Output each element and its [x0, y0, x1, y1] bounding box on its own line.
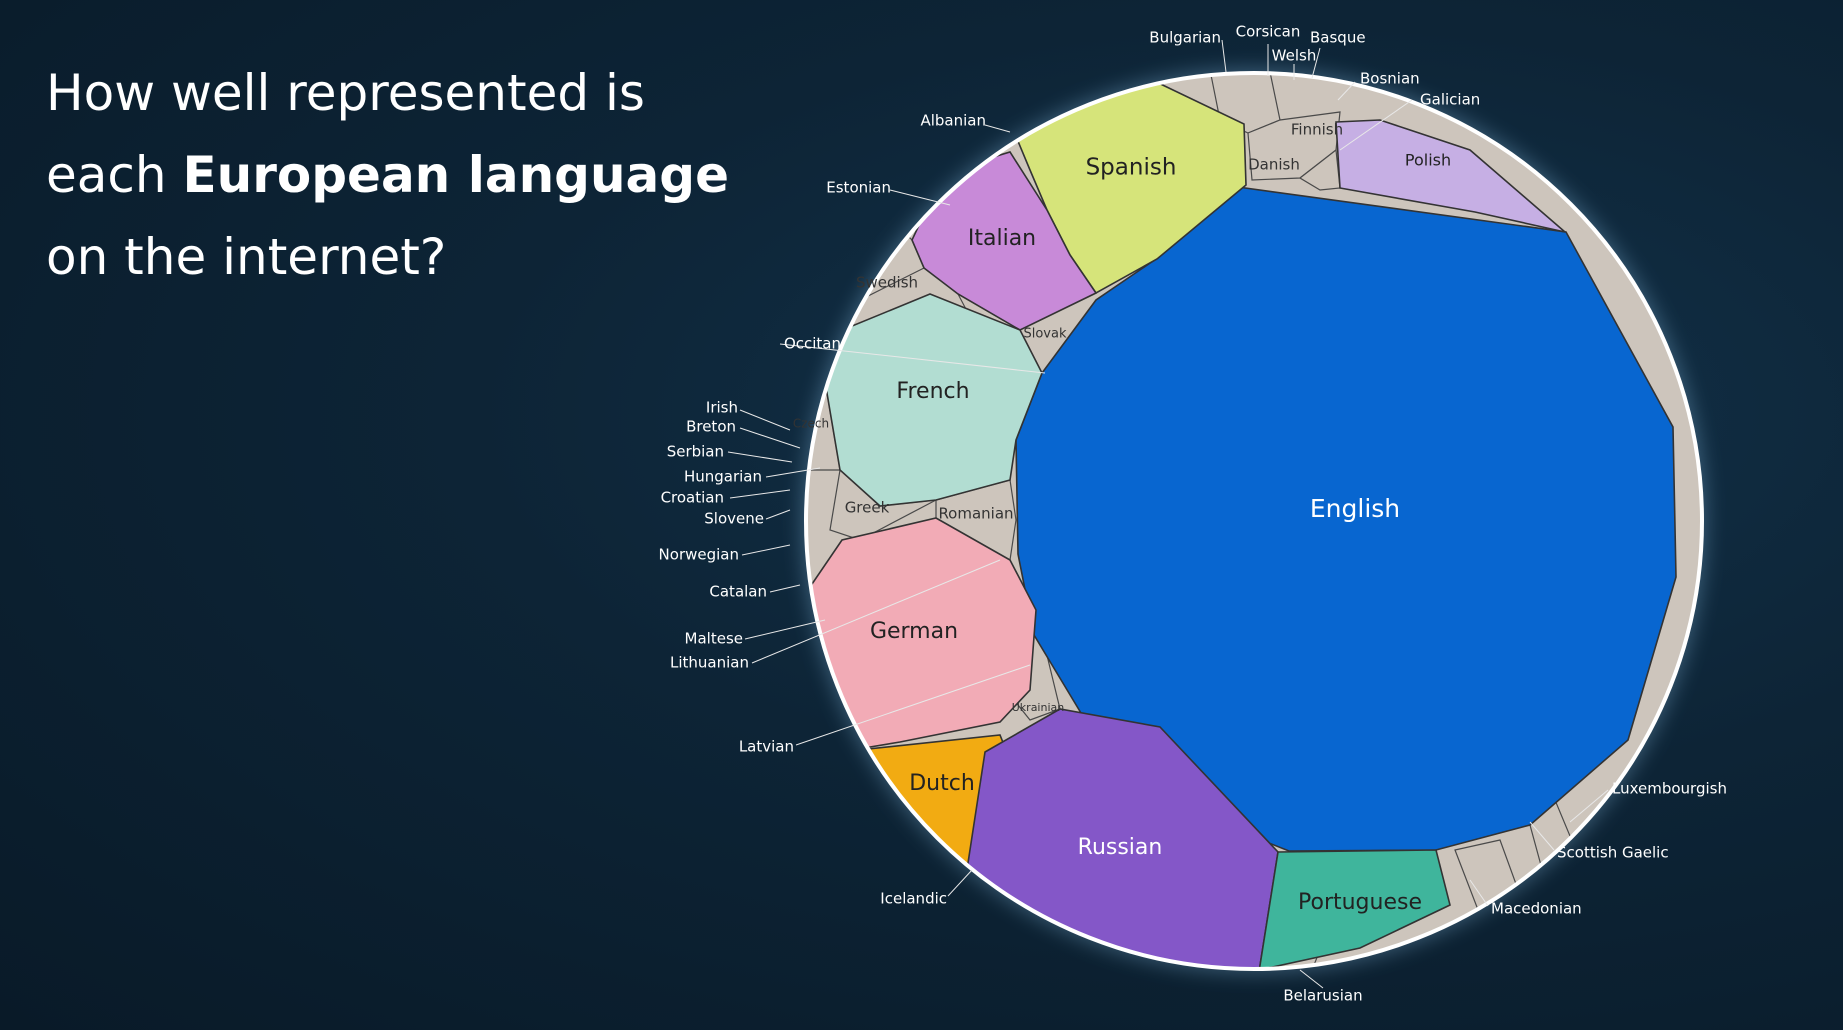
cell-label-english: English [1310, 494, 1400, 523]
cell-italian [911, 151, 1098, 331]
leader-line [739, 427, 801, 449]
cell-french [817, 293, 1043, 507]
circle-border [804, 71, 1704, 971]
outside-label-belarusian: Belarusian [1283, 987, 1362, 1005]
cell-label-danish: Danish [1248, 156, 1300, 174]
leader-line [779, 343, 1046, 374]
leader-line [727, 451, 793, 463]
outside-label-estonian: Estonian [826, 179, 891, 197]
cell-german [806, 517, 1037, 753]
cell-label-slovak: Slovak [1023, 327, 1066, 342]
leader-line [1337, 81, 1356, 101]
outside-label-latvian: Latvian [739, 738, 794, 756]
leader-line [739, 409, 791, 431]
cell-label-polish: Polish [1405, 151, 1451, 170]
outside-label-catalan: Catalan [709, 583, 767, 601]
leader-line [1469, 879, 1489, 907]
outside-label-slovene: Slovene [704, 510, 764, 528]
outside-label-occitan: Occitan [784, 335, 841, 353]
cell-portuguese [1256, 849, 1451, 969]
cell-polish [1335, 119, 1566, 233]
leader-line [1311, 47, 1321, 79]
leader-line [744, 619, 826, 640]
leader-line [1299, 969, 1324, 989]
outside-label-basque: Basque [1310, 29, 1366, 47]
cell-label-spanish: Spanish [1086, 155, 1177, 181]
leader-line [1569, 789, 1609, 823]
outside-label-lithuanian: Lithuanian [670, 654, 749, 672]
title-line-2-bold: European language [182, 146, 729, 204]
leader-line [889, 189, 951, 206]
cell-label-german: German [870, 619, 958, 644]
cell-label-dutch: Dutch [909, 771, 975, 796]
outside-label-maltese: Maltese [685, 630, 743, 648]
leader-line [769, 584, 801, 593]
outside-label-breton: Breton [686, 418, 736, 436]
outside-label-corsican: Corsican [1236, 23, 1301, 41]
cell-label-czech: Czech [793, 417, 829, 431]
cell-label-french: French [896, 379, 969, 404]
title-line-3: on the internet? [46, 228, 447, 286]
cell-spanish [1008, 77, 1247, 295]
chart-title: How well represented is each European lan… [46, 52, 766, 298]
cell-label-ukrainian: Ukrainian [1012, 701, 1065, 714]
leader-line [729, 489, 791, 499]
outside-label-bosnian: Bosnian [1360, 70, 1420, 88]
outside-label-galician: Galician [1420, 91, 1480, 109]
outside-label-scottish-gaelic: Scottish Gaelic [1557, 844, 1669, 862]
title-line-1: How well represented is [46, 64, 645, 122]
cell-label-portuguese: Portuguese [1298, 890, 1422, 915]
leader-line [751, 559, 1001, 664]
outside-label-albanian: Albanian [920, 112, 986, 130]
title-line-2-pre: each [46, 146, 183, 204]
outside-label-icelandic: Icelandic [880, 890, 947, 908]
cell-label-russian: Russian [1078, 835, 1163, 860]
outside-label-macedonian: Macedonian [1491, 900, 1582, 918]
cell-label-romanian: Romanian [938, 505, 1013, 523]
outside-label-serbian: Serbian [667, 443, 724, 461]
leader-line [795, 664, 1031, 746]
outside-label-irish: Irish [706, 399, 738, 417]
leader-line [765, 467, 821, 478]
leader-line [1339, 99, 1413, 151]
outside-label-welsh: Welsh [1272, 47, 1317, 65]
outside-label-luxembourgish: Luxembourgish [1612, 780, 1727, 798]
leader-line [984, 124, 1011, 133]
cell-label-greek: Greek [845, 499, 890, 517]
leader-line [947, 869, 973, 897]
cell-label-swedish: Swedish [856, 274, 918, 292]
outside-label-bulgarian: Bulgarian [1149, 29, 1221, 47]
leader-line [741, 544, 791, 556]
outside-label-hungarian: Hungarian [684, 468, 762, 486]
leader-line [1529, 821, 1555, 851]
leader-line [765, 509, 791, 520]
outside-label-croatian: Croatian [661, 489, 724, 507]
cell-label-finnish: Finnish [1291, 121, 1343, 139]
leader-line [1221, 39, 1227, 73]
cell-label-italian: Italian [968, 226, 1036, 251]
outside-label-norwegian: Norwegian [659, 546, 739, 564]
